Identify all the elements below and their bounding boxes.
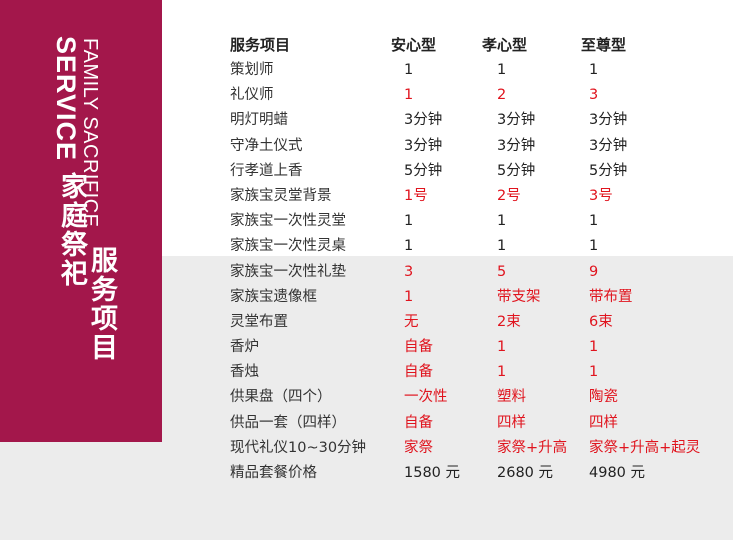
row-item-label: 家族宝一次性灵桌 — [230, 238, 346, 255]
row-value-zhizun: 1 — [589, 364, 599, 381]
row-value-zhizun: 带布置 — [589, 288, 633, 305]
row-value-anxin: 无 — [404, 313, 419, 330]
row-value-zhizun: 1 — [589, 238, 599, 255]
table-row: 明灯明蜡 3分钟 3分钟 3分钟 — [0, 108, 733, 133]
row-item-label: 家族宝一次性礼垫 — [230, 263, 346, 280]
row-value-anxin: 3 — [404, 263, 414, 280]
table-row: 家族宝灵堂背景 1号 2号 3号 — [0, 184, 733, 209]
row-value-xiaoxin: 1 — [497, 339, 507, 356]
row-value-anxin: 1 — [404, 62, 414, 78]
row-value-anxin: 1 — [404, 213, 414, 230]
table-row: 供品一套（四样） 自备 四样 四样 — [0, 411, 733, 436]
row-value-zhizun: 9 — [589, 263, 599, 280]
row-value-xiaoxin: 1 — [497, 213, 507, 230]
row-value-anxin: 3分钟 — [404, 112, 443, 129]
row-value-anxin: 自备 — [404, 339, 433, 356]
sidebar-chinese-title-line1: 家庭祭祀 — [56, 172, 87, 288]
row-value-xiaoxin: 2束 — [497, 313, 521, 330]
row-value-anxin: 自备 — [404, 414, 433, 431]
row-value-zhizun: 3 — [589, 87, 599, 104]
table-row: 供果盘（四个） 一次性 塑料 陶瓷 — [0, 385, 733, 410]
row-value-anxin: 1 — [404, 288, 414, 305]
row-value-anxin: 1580 元 — [404, 465, 461, 481]
header-anxin-package: 安心型 — [391, 36, 437, 54]
row-value-zhizun: 3分钟 — [589, 137, 628, 154]
row-value-zhizun: 3分钟 — [589, 112, 628, 129]
row-item-label: 现代礼仪10~30分钟 — [230, 439, 367, 456]
row-value-xiaoxin: 1 — [497, 62, 507, 78]
row-value-xiaoxin: 5 — [497, 263, 507, 280]
row-item-label: 香炉 — [230, 339, 259, 356]
row-value-xiaoxin: 3分钟 — [497, 112, 536, 129]
row-value-zhizun: 1 — [589, 339, 599, 356]
row-value-xiaoxin: 塑料 — [497, 389, 526, 406]
row-value-zhizun: 陶瓷 — [589, 389, 618, 406]
table-row: 香烛 自备 1 1 — [0, 360, 733, 385]
row-value-xiaoxin: 1 — [497, 364, 507, 381]
table-row: 家族宝一次性灵堂 1 1 1 — [0, 209, 733, 234]
row-value-anxin: 自备 — [404, 364, 433, 381]
row-value-zhizun: 四样 — [589, 414, 618, 431]
row-item-label: 灵堂布置 — [230, 313, 288, 330]
table-row: 守净土仪式 3分钟 3分钟 3分钟 — [0, 134, 733, 159]
row-item-label: 家族宝遗像框 — [230, 288, 317, 305]
row-item-label: 家族宝灵堂背景 — [230, 187, 332, 204]
row-value-xiaoxin: 1 — [497, 238, 507, 255]
row-value-zhizun: 3号 — [589, 187, 613, 204]
row-value-anxin: 1 — [404, 238, 414, 255]
table-row: 行孝道上香 5分钟 5分钟 5分钟 — [0, 159, 733, 184]
sidebar-english-title-line2: SERVICE — [51, 36, 81, 162]
row-value-xiaoxin: 5分钟 — [497, 162, 536, 179]
row-item-label: 行孝道上香 — [230, 162, 303, 179]
row-value-xiaoxin: 2号 — [497, 187, 521, 204]
row-item-label: 礼仪师 — [230, 87, 274, 104]
table-row: 策划师 1 1 1 — [0, 58, 733, 83]
row-item-label: 明灯明蜡 — [230, 112, 288, 129]
row-item-label: 策划师 — [230, 62, 274, 78]
table-row: 灵堂布置 无 2束 6束 — [0, 310, 733, 335]
table-body: 策划师 1 1 1 礼仪师 1 2 3 明灯明蜡 3分钟 3分钟 3分钟 守净土… — [0, 58, 733, 486]
row-item-label: 香烛 — [230, 364, 259, 381]
row-value-xiaoxin: 3分钟 — [497, 137, 536, 154]
sidebar-banner: FAMILY SACRIFICE SERVICE 家庭祭祀 服务项目 — [0, 0, 162, 442]
row-value-zhizun: 1 — [589, 213, 599, 230]
row-value-anxin: 一次性 — [404, 389, 448, 406]
row-item-label: 精品套餐价格 — [230, 465, 317, 481]
table-row: 礼仪师 1 2 3 — [0, 83, 733, 108]
table-row: 现代礼仪10~30分钟 家祭 家祭+升高 家祭+升高+起灵 — [0, 436, 733, 461]
table-row: 家族宝一次性灵桌 1 1 1 — [0, 234, 733, 259]
row-value-xiaoxin: 家祭+升高 — [497, 439, 568, 456]
row-value-zhizun: 家祭+升高+起灵 — [589, 439, 701, 456]
row-value-zhizun: 4980 元 — [589, 465, 646, 481]
row-value-anxin: 1 — [404, 87, 414, 104]
row-item-label: 供果盘（四个） — [230, 389, 332, 406]
table-row: 家族宝一次性礼垫 3 5 9 — [0, 260, 733, 285]
row-value-anxin: 3分钟 — [404, 137, 443, 154]
row-item-label: 供品一套（四样） — [230, 414, 346, 431]
row-value-zhizun: 6束 — [589, 313, 613, 330]
sidebar-english-title-line1: FAMILY SACRIFICE — [79, 38, 101, 228]
sidebar-chinese-title-line2: 服务项目 — [86, 246, 117, 362]
row-item-label: 家族宝一次性灵堂 — [230, 213, 346, 230]
row-value-zhizun: 1 — [589, 62, 599, 78]
header-service-item: 服务项目 — [230, 36, 291, 54]
table-row-price: 精品套餐价格 1580 元 2680 元 4980 元 — [0, 461, 733, 486]
table-row: 家族宝遗像框 1 带支架 带布置 — [0, 285, 733, 310]
table-row: 香炉 自备 1 1 — [0, 335, 733, 360]
row-value-anxin: 1号 — [404, 187, 428, 204]
row-value-xiaoxin: 2680 元 — [497, 465, 554, 481]
row-value-xiaoxin: 四样 — [497, 414, 526, 431]
row-item-label: 守净土仪式 — [230, 137, 303, 154]
header-zhizun-package: 至尊型 — [581, 36, 627, 54]
row-value-anxin: 5分钟 — [404, 162, 443, 179]
row-value-zhizun: 5分钟 — [589, 162, 628, 179]
row-value-xiaoxin: 2 — [497, 87, 507, 104]
row-value-anxin: 家祭 — [404, 439, 433, 456]
row-value-xiaoxin: 带支架 — [497, 288, 541, 305]
header-xiaoxin-package: 孝心型 — [482, 36, 528, 54]
